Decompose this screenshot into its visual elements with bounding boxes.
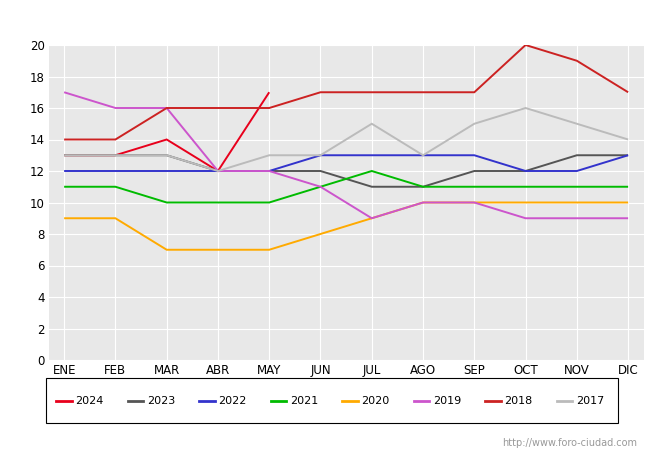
Text: 2019: 2019 [433,396,462,405]
Text: 2018: 2018 [504,396,533,405]
Text: 2020: 2020 [361,396,390,405]
Text: 2022: 2022 [218,396,247,405]
Text: 2023: 2023 [147,396,176,405]
Text: Afiliados en Vozmediano a 31/5/2024: Afiliados en Vozmediano a 31/5/2024 [176,13,474,28]
Text: 2021: 2021 [290,396,318,405]
Text: http://www.foro-ciudad.com: http://www.foro-ciudad.com [502,438,637,448]
Text: 2017: 2017 [576,396,604,405]
Text: 2024: 2024 [75,396,104,405]
